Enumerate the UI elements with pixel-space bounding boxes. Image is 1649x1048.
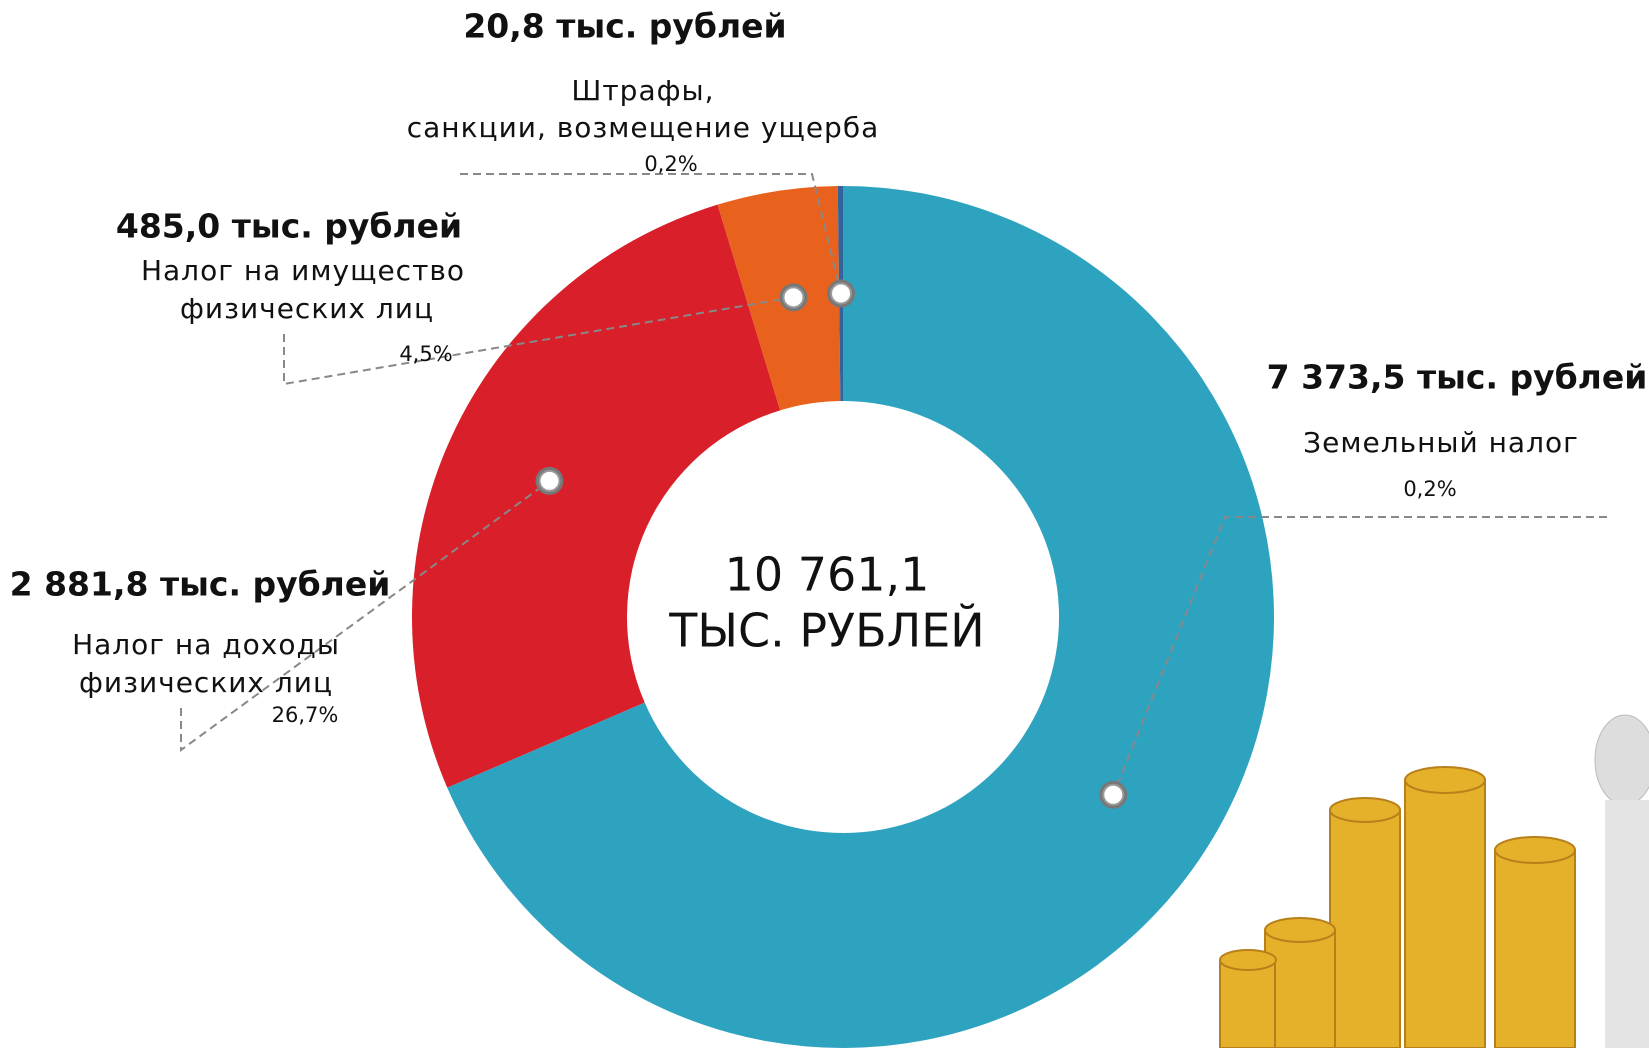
marker-inner — [782, 286, 805, 309]
leader-line — [283, 296, 794, 386]
marker-inner — [1102, 783, 1125, 806]
category-label: Штрафы, санкции, возмещение ущерба — [407, 74, 880, 144]
value-label: 485,0 тыс. рублей — [116, 207, 462, 246]
value-label: 20,8 тыс. рублей — [463, 7, 786, 46]
center-label: 10 761,1 — [725, 548, 930, 602]
value-label: 7 373,5 тыс. рублей — [1267, 358, 1648, 397]
leader-line — [180, 480, 551, 752]
percent-label: 26,7% — [272, 703, 339, 727]
marker-inner — [538, 469, 561, 492]
percent-label: 0,2% — [644, 152, 697, 176]
category-label: Налог на доходы физических лиц — [72, 628, 340, 699]
marker-inner — [830, 282, 853, 305]
value-label: 2 881,8 тыс. рублей — [10, 565, 391, 604]
leader-line — [460, 173, 843, 294]
percent-label: 4,5% — [399, 342, 452, 366]
percent-label: 0,2% — [1403, 477, 1456, 501]
leader-line — [1112, 516, 1607, 796]
category-label: Земельный налог — [1303, 426, 1579, 459]
donut-slice — [717, 186, 841, 411]
donut-slice — [411, 204, 781, 788]
donut-slice — [447, 186, 1275, 1048]
center-label: ТЫС. РУБЛЕЙ — [668, 604, 984, 658]
category-label: Налог на имущество физических лиц — [141, 254, 465, 325]
coins-decoration — [1219, 714, 1649, 1048]
